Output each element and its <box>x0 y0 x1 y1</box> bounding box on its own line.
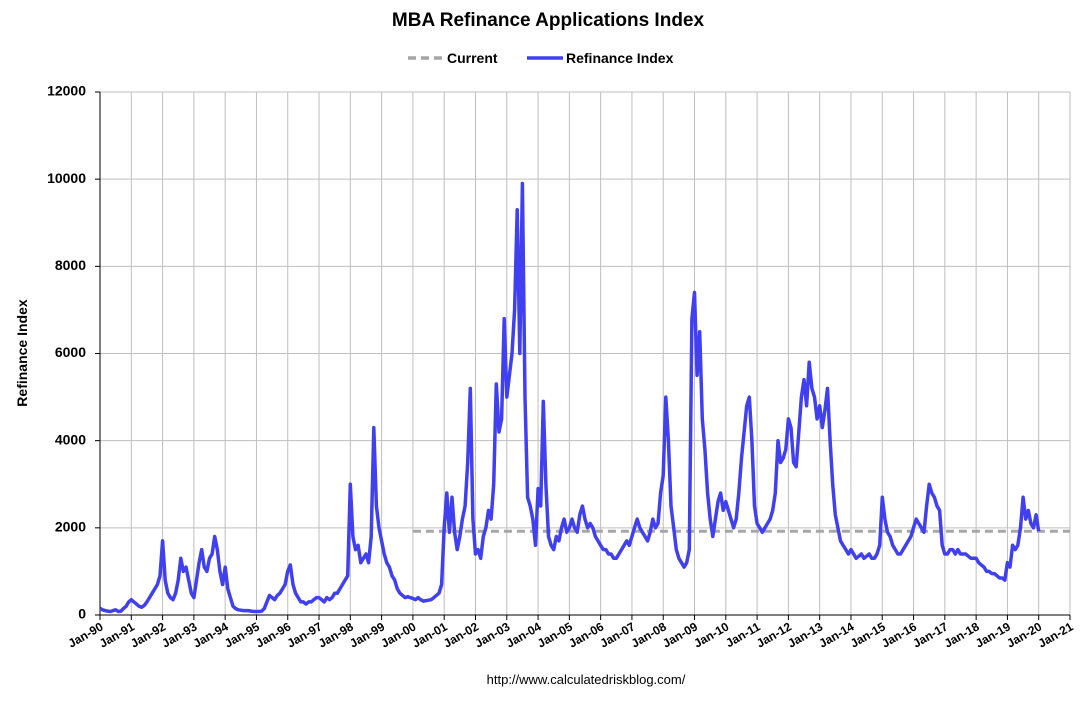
x-tick-label: Jan-16 <box>879 619 919 650</box>
x-tick-label: Jan-95 <box>222 619 262 650</box>
legend-text: Current <box>447 50 498 66</box>
x-tick-label: Jan-93 <box>159 619 199 650</box>
x-tick-label: Jan-09 <box>660 619 700 650</box>
x-tick-label: Jan-94 <box>191 619 231 650</box>
x-tick-label: Jan-96 <box>253 619 293 650</box>
x-tick-label: Jan-18 <box>942 619 982 650</box>
x-tick-label: Jan-07 <box>597 619 637 650</box>
x-tick-label: Jan-14 <box>817 619 857 650</box>
legend-item: Refinance Index <box>527 50 674 66</box>
x-tick-label: Jan-19 <box>973 619 1013 650</box>
x-tick-label: Jan-02 <box>441 619 481 650</box>
line <box>99 181 1041 614</box>
x-tick-label: Jan-06 <box>566 619 606 650</box>
x-tick-label: Jan-99 <box>347 619 387 650</box>
legend-item: Current <box>408 50 498 66</box>
legend-text: Refinance Index <box>566 50 674 66</box>
y-tick-label: 10000 <box>47 170 86 186</box>
y-tick-label: 12000 <box>47 83 86 99</box>
x-tick-label: Jan-98 <box>316 619 356 650</box>
y-tick-label: 2000 <box>55 519 86 535</box>
x-tick-label: Jan-08 <box>629 619 669 650</box>
x-tick-label: Jan-13 <box>785 619 825 650</box>
x-tick-label: Jan-20 <box>1004 619 1044 650</box>
x-tick-label: Jan-92 <box>128 619 168 650</box>
y-axis-label: Refinance Index <box>14 299 30 407</box>
x-tick-label: Jan-90 <box>66 619 106 650</box>
y-tick-label: 0 <box>78 606 86 622</box>
x-tick-label: Jan-03 <box>472 619 512 650</box>
y-tick-label: 8000 <box>55 257 86 273</box>
x-tick-label: Jan-17 <box>910 619 950 650</box>
chart-title: MBA Refinance Applications Index <box>392 10 705 31</box>
source: http://www.calculatedriskblog.com/ <box>487 672 686 687</box>
x-tick-label: Jan-00 <box>378 619 418 650</box>
y-tick-label: 6000 <box>55 344 86 360</box>
x-tick-label: Jan-11 <box>723 619 763 650</box>
y-tick-label: 4000 <box>55 431 86 447</box>
x-tick-label: Jan-10 <box>691 619 731 650</box>
x-tick-label: Jan-91 <box>97 619 137 650</box>
x-tick-label: Jan-97 <box>285 619 325 650</box>
x-tick-label: Jan-04 <box>504 619 544 650</box>
x-tick-label: Jan-05 <box>535 619 575 650</box>
x-tick-label: Jan-12 <box>754 619 794 650</box>
x-tick-label: Jan-21 <box>1036 619 1076 650</box>
x-tick-label: Jan-01 <box>410 619 450 650</box>
x-tick-label: Jan-15 <box>848 619 888 650</box>
